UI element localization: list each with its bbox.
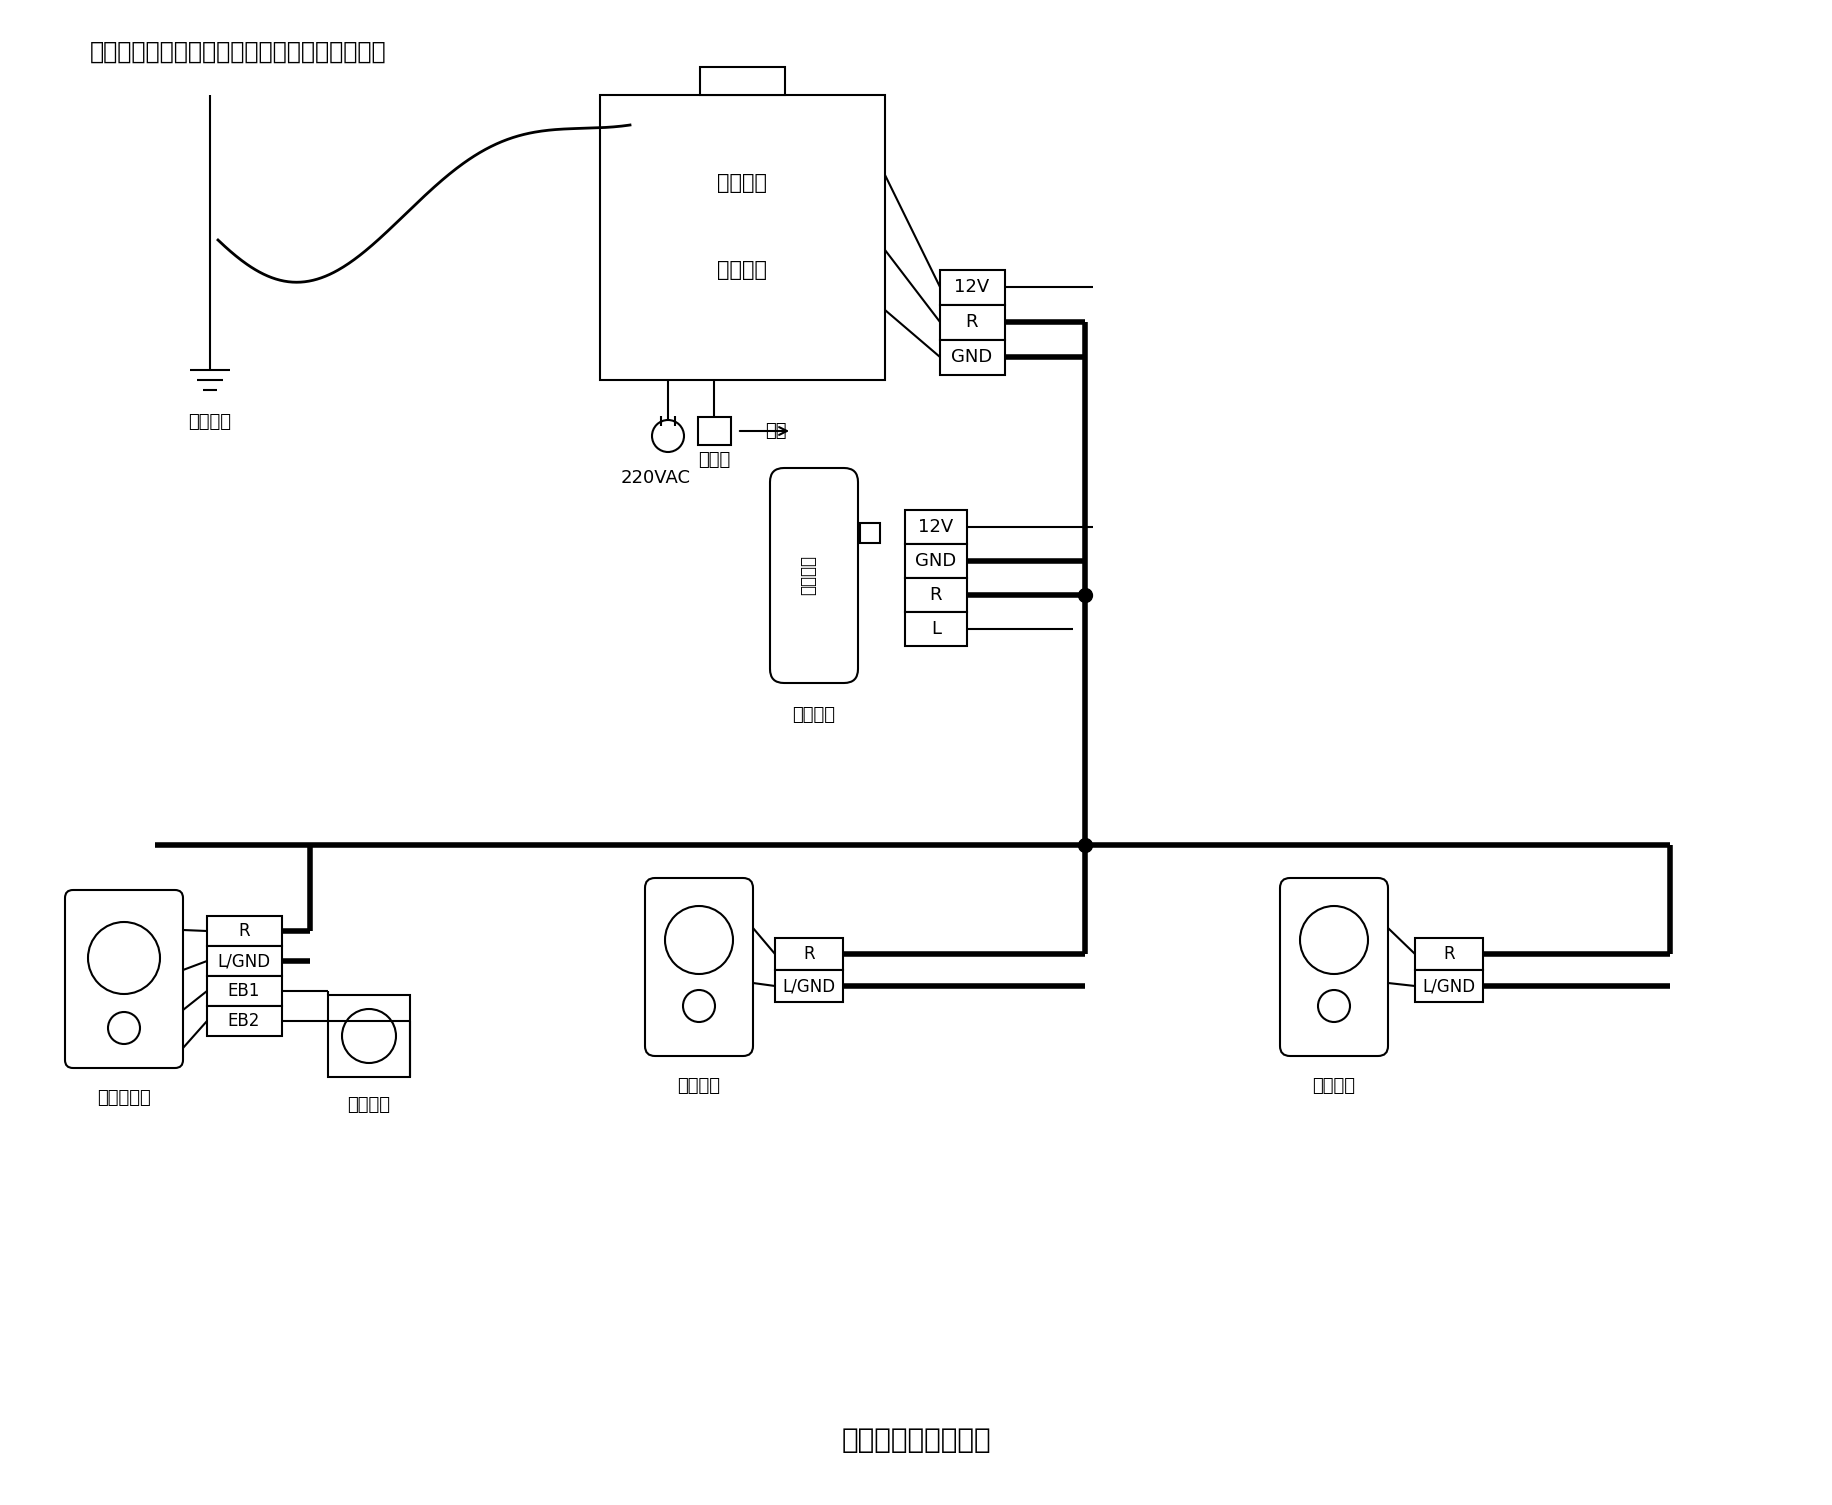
Circle shape <box>683 990 714 1022</box>
Bar <box>700 68 784 95</box>
Bar <box>1414 938 1482 971</box>
Text: R: R <box>929 585 942 604</box>
Text: 接线座: 接线座 <box>698 452 729 470</box>
Text: 12V: 12V <box>954 278 989 296</box>
Text: L: L <box>931 620 940 638</box>
Text: 机房话机: 机房话机 <box>791 706 835 724</box>
Circle shape <box>1299 906 1367 974</box>
Circle shape <box>108 1011 139 1044</box>
Bar <box>775 971 843 1002</box>
Text: 呼叫按钮: 呼叫按钮 <box>348 1096 390 1114</box>
FancyBboxPatch shape <box>64 889 183 1069</box>
Text: 220VAC: 220VAC <box>621 470 691 488</box>
Bar <box>207 1005 282 1035</box>
Text: 射频天线: 射频天线 <box>189 412 231 430</box>
Text: L/GND: L/GND <box>782 977 835 995</box>
Circle shape <box>652 420 683 452</box>
Text: R: R <box>238 923 249 941</box>
Text: 机房分机: 机房分机 <box>716 173 766 193</box>
Bar <box>905 613 967 646</box>
Bar <box>328 995 410 1078</box>
Text: 机房部分设备连接图: 机房部分设备连接图 <box>841 1427 991 1454</box>
Bar <box>905 543 967 578</box>
Text: 轿厢通话器: 轿厢通话器 <box>97 1090 150 1108</box>
Bar <box>940 340 1004 375</box>
Bar <box>940 269 1004 306</box>
Text: GND: GND <box>914 552 956 570</box>
Bar <box>207 977 282 1005</box>
FancyBboxPatch shape <box>769 468 857 683</box>
Text: L/GND: L/GND <box>1422 977 1475 995</box>
Bar <box>905 578 967 613</box>
Text: R: R <box>965 313 978 331</box>
Bar <box>1414 971 1482 1002</box>
Text: EB2: EB2 <box>227 1011 260 1029</box>
Bar <box>940 306 1004 340</box>
Text: 内置电池: 内置电池 <box>716 260 766 280</box>
Text: 放大: 放大 <box>764 421 786 439</box>
Bar <box>599 95 885 379</box>
Circle shape <box>343 1008 396 1063</box>
Text: 轿顶话机: 轿顶话机 <box>678 1078 720 1096</box>
Bar <box>775 938 843 971</box>
Text: 下图描述了机房部分各个设备之间的连接方式。: 下图描述了机房部分各个设备之间的连接方式。 <box>90 41 387 65</box>
Text: 机房话机: 机房话机 <box>799 555 817 594</box>
Text: R: R <box>1442 945 1455 963</box>
Text: 12V: 12V <box>918 518 953 536</box>
Bar <box>859 524 879 543</box>
Text: EB1: EB1 <box>227 981 260 999</box>
Circle shape <box>665 906 733 974</box>
Circle shape <box>1317 990 1348 1022</box>
Bar <box>207 917 282 947</box>
Text: GND: GND <box>951 348 993 366</box>
Bar <box>698 417 731 445</box>
Bar <box>207 947 282 977</box>
Text: 底坑话机: 底坑话机 <box>1312 1078 1354 1096</box>
Text: L/GND: L/GND <box>218 953 271 971</box>
Circle shape <box>88 923 159 993</box>
Text: R: R <box>802 945 815 963</box>
FancyBboxPatch shape <box>645 877 753 1057</box>
FancyBboxPatch shape <box>1279 877 1387 1057</box>
Bar <box>905 510 967 543</box>
